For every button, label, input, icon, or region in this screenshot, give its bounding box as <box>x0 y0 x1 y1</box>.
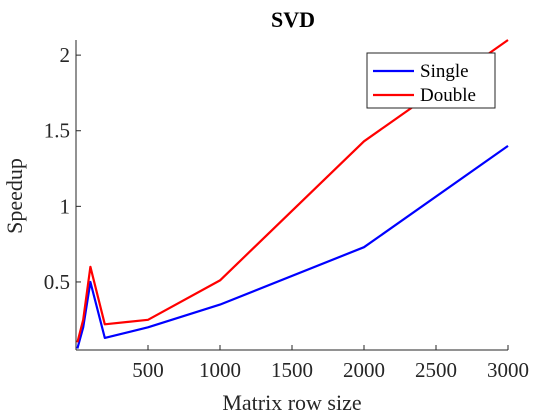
y-tick-label: 2 <box>60 43 71 67</box>
x-tick-label: 2000 <box>343 358 385 382</box>
chart-title: SVD <box>271 7 315 32</box>
x-tick-label: 3000 <box>487 358 529 382</box>
plot-lines <box>76 39 509 349</box>
x-tick-label: 1000 <box>199 358 241 382</box>
y-axis-label: Speedup <box>2 158 27 234</box>
legend-label-single: Single <box>420 61 469 82</box>
legend-label-double: Double <box>420 85 476 106</box>
x-tick-label: 1500 <box>271 358 313 382</box>
x-tick-label: 2500 <box>415 358 457 382</box>
y-tick-label: 0.5 <box>44 270 70 294</box>
x-axis-label: Matrix row size <box>222 390 361 415</box>
y-tick-label: 1.5 <box>44 119 70 143</box>
legend-box <box>366 52 496 109</box>
y-tick-label: 1 <box>60 194 71 218</box>
x-tick-label: 500 <box>132 358 164 382</box>
series-line-single <box>76 145 509 349</box>
x-ticks: 500 1000 1500 2000 2500 3000 <box>132 345 529 382</box>
series-line-double <box>76 39 509 343</box>
legend: Single Double <box>366 52 496 109</box>
y-ticks: 0.5 1 1.5 2 <box>44 43 81 294</box>
